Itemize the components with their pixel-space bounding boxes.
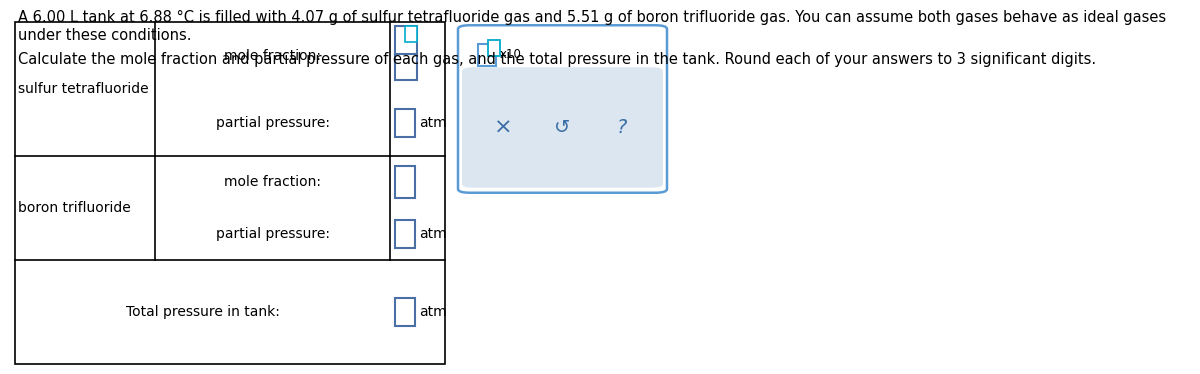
FancyBboxPatch shape [478, 44, 496, 66]
FancyBboxPatch shape [462, 67, 662, 188]
FancyBboxPatch shape [14, 22, 445, 364]
Text: atm: atm [419, 305, 446, 319]
Text: partial pressure:: partial pressure: [216, 227, 330, 241]
Text: ×: × [494, 117, 512, 138]
FancyBboxPatch shape [395, 298, 415, 326]
FancyBboxPatch shape [395, 108, 415, 137]
Text: Total pressure in tank:: Total pressure in tank: [126, 305, 280, 319]
Text: atm: atm [419, 116, 446, 129]
Text: mole fraction:: mole fraction: [224, 49, 322, 62]
Text: Calculate the mole fraction and partial pressure of each gas, and the total pres: Calculate the mole fraction and partial … [18, 52, 1096, 67]
Text: ↺: ↺ [554, 118, 571, 137]
Text: ?: ? [617, 118, 626, 137]
Text: A 6.00 L tank at 6.88 °C is filled with 4.07 g of sulfur tetrafluoride gas and 5: A 6.00 L tank at 6.88 °C is filled with … [18, 10, 1166, 25]
Text: boron trifluoride: boron trifluoride [18, 201, 131, 215]
FancyBboxPatch shape [395, 220, 415, 248]
FancyBboxPatch shape [404, 25, 418, 42]
FancyBboxPatch shape [488, 40, 500, 56]
Text: atm: atm [419, 227, 446, 241]
FancyBboxPatch shape [395, 166, 415, 198]
Text: mole fraction:: mole fraction: [224, 175, 322, 189]
Text: partial pressure:: partial pressure: [216, 116, 330, 129]
Text: x10: x10 [500, 49, 522, 61]
Text: sulfur tetrafluoride: sulfur tetrafluoride [18, 82, 149, 96]
FancyBboxPatch shape [395, 25, 418, 80]
FancyBboxPatch shape [458, 25, 667, 193]
Text: under these conditions.: under these conditions. [18, 28, 192, 43]
